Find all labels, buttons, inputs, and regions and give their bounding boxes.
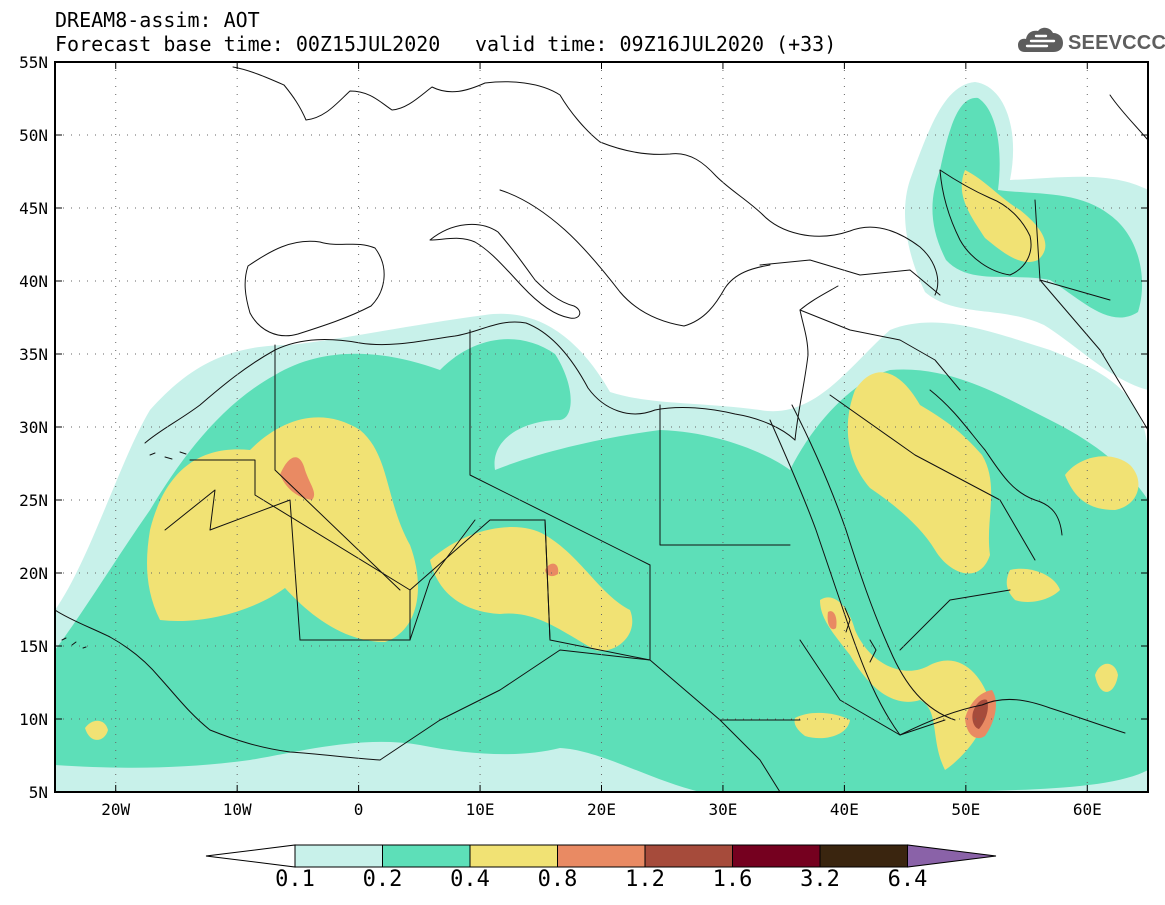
colorbar-bin <box>382 844 471 868</box>
aot-yellow-horn-of-africa <box>820 597 990 770</box>
latitude-label: 25N <box>19 491 48 510</box>
aot-yellow-iran <box>1065 456 1139 510</box>
colorbar-label: 0.1 <box>275 867 315 892</box>
longitude-label: 10E <box>466 800 495 819</box>
red-sea-islands <box>844 607 877 663</box>
east-border-2 <box>1109 94 1148 141</box>
chad-border <box>544 519 651 661</box>
product-title: DREAM8-assim: AOT <box>55 8 260 32</box>
longitude-label: 10W <box>223 800 252 819</box>
aot-orange-red-sea <box>827 611 837 630</box>
latitude-label: 45N <box>19 199 48 218</box>
arabian-sea-coastline <box>899 699 1126 736</box>
latitude-label: 30N <box>19 418 48 437</box>
aot-yellow-horn-east <box>1006 568 1060 602</box>
ethiopia-border <box>799 639 946 736</box>
east-mediterranean-coastline <box>794 285 839 441</box>
colorbar-upper-extension <box>907 844 997 868</box>
aot-yellow-arabia <box>847 372 992 574</box>
latitude-label: 20N <box>19 564 48 583</box>
latitude-label: 35N <box>19 345 48 364</box>
persian-gulf-coastline <box>929 389 1063 536</box>
latitude-label: 10N <box>19 710 48 729</box>
cloud-icon <box>1018 27 1063 52</box>
colorbar-bin <box>732 844 821 868</box>
coastlines-and-borders <box>55 66 1148 792</box>
sahara-border <box>189 459 411 591</box>
egypt-border <box>659 404 791 546</box>
colorbar-bin <box>469 844 558 868</box>
west-africa-coastline <box>55 609 381 761</box>
saudi-border <box>829 394 1036 561</box>
colorbar-label: 1.6 <box>712 867 753 892</box>
iberia-coastline <box>244 240 385 337</box>
niger-border <box>409 519 476 641</box>
longitude-label: 0 <box>354 800 364 819</box>
colorbar-label: 6.4 <box>887 867 928 892</box>
lat-lon-grid: 55N 50N 45N 40N 35N 30N 25N 20N 15N 10N 5N 20W 10W 0… <box>19 53 1148 819</box>
mauritania-border <box>164 489 301 641</box>
longitude-label: 30E <box>708 800 737 819</box>
colorbar-bin <box>644 844 733 868</box>
colorbar-label: 0.2 <box>362 867 403 892</box>
aot-green-band-north-east <box>932 97 1143 318</box>
central-africa-border <box>379 649 651 761</box>
iran-border <box>1039 279 1148 431</box>
colorbar-label: 1.2 <box>625 867 665 892</box>
latitude-label: 55N <box>19 53 48 72</box>
colorbar-label: 0.8 <box>537 867 578 892</box>
yemen-border <box>899 589 1011 651</box>
colorbar-bin <box>294 844 383 868</box>
europe-coastline <box>232 66 939 296</box>
longitude-label: 20W <box>101 800 130 819</box>
balkans-coastline <box>499 189 771 327</box>
libya-border <box>469 329 651 566</box>
aot-yellow-west-coast <box>85 720 108 740</box>
colorbar-bin <box>819 844 908 868</box>
aot-yellow-ethiopia <box>794 712 850 739</box>
middle-east-border <box>799 309 961 391</box>
longitude-label: 60E <box>1073 800 1102 819</box>
aot-shading <box>55 82 1148 792</box>
sudan-border <box>649 564 801 721</box>
latitude-label: 50N <box>19 126 48 145</box>
red-sea-coastline-east <box>791 404 956 721</box>
north-africa-coastline <box>144 321 796 444</box>
valid-time: valid time: 09Z16JUL2020 (+33) <box>475 32 837 56</box>
caspian-coastline <box>939 169 1032 276</box>
latitude-label: 5N <box>29 783 48 802</box>
latitude-label: 40N <box>19 272 48 291</box>
aot-yellow-central-africa <box>430 527 633 651</box>
seevccc-logo: SEEVCCC <box>1016 25 1165 63</box>
latitude-label: 15N <box>19 637 48 656</box>
map-frame <box>54 61 1149 793</box>
colorbar-label: 0.4 <box>450 867 490 892</box>
aot-orange-chad <box>545 563 559 577</box>
turkey-border <box>759 259 941 296</box>
colorbar-lower-extension <box>205 844 296 868</box>
colorbar-bin <box>557 844 646 868</box>
east-africa-border <box>719 719 781 792</box>
aot-orange-algeria <box>280 457 315 500</box>
aot-yellow-west-africa <box>147 417 418 642</box>
longitude-label: 20E <box>587 800 616 819</box>
aot-dark-red-somalia <box>972 699 988 729</box>
colorbar-label: 3.2 <box>800 867 840 892</box>
aot-yellow-south-east <box>1095 663 1118 692</box>
forecast-base-time: Forecast base time: 00Z15JUL2020 <box>55 32 441 56</box>
canary-islands <box>149 451 187 460</box>
longitude-label: 40E <box>830 800 859 819</box>
logo-text: SEEVCCC <box>1068 32 1165 54</box>
longitude-label: 50E <box>951 800 980 819</box>
cape-verde-islands <box>61 637 87 649</box>
italy-coastline <box>429 223 581 319</box>
aot-colorbar <box>205 844 997 868</box>
aot-yellow-caspian <box>961 170 1046 262</box>
red-sea-coastline <box>769 419 901 736</box>
